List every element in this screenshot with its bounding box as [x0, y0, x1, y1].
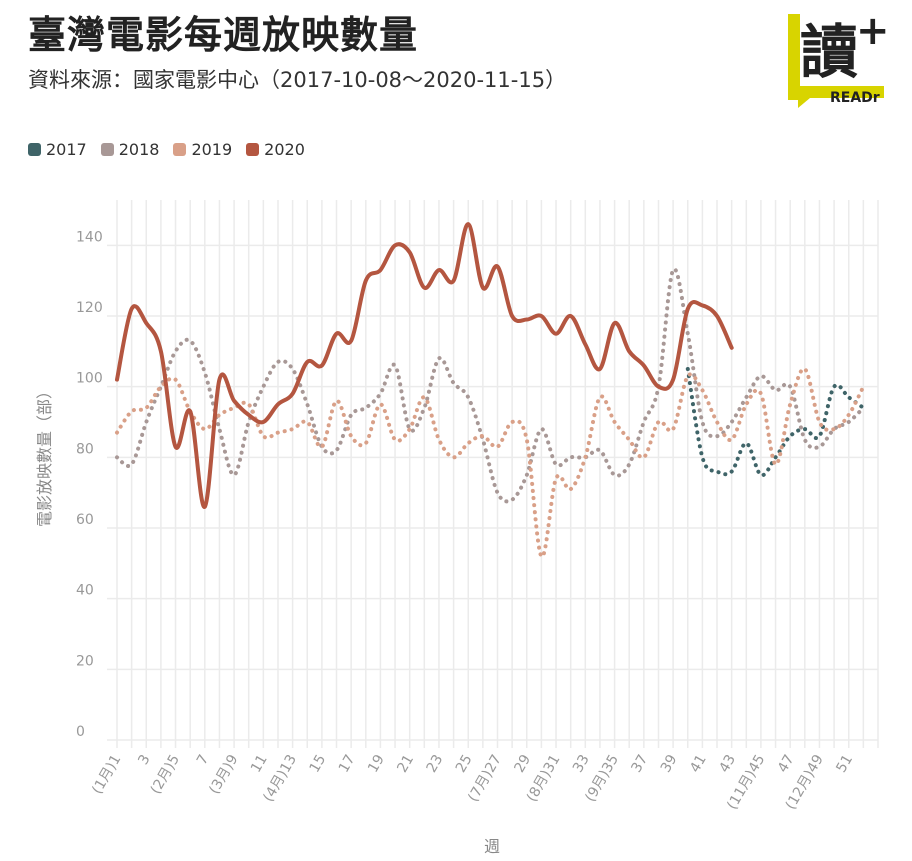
legend-label: 2017 — [46, 140, 87, 159]
x-tick-label: 25 — [453, 752, 476, 775]
chart-series — [115, 222, 866, 559]
logo-speech-bubble-icon — [788, 14, 884, 108]
legend-swatch — [173, 143, 187, 156]
x-tick-label: 29 — [511, 752, 534, 775]
legend-swatch — [28, 143, 41, 156]
x-tick-label: (2月)5 — [148, 752, 183, 797]
x-tick-label: (1月)1 — [89, 752, 124, 797]
legend-label: 2020 — [264, 140, 305, 159]
legend-swatch — [246, 143, 260, 156]
chart-title: 臺灣電影每週放映數量 — [28, 13, 419, 57]
y-tick-label: 40 — [76, 583, 94, 599]
series-line-2019 — [115, 366, 866, 559]
x-tick-label: 3 — [135, 752, 153, 768]
series-line-2017 — [685, 367, 866, 478]
logo-plus: + — [856, 10, 888, 54]
y-tick-label: 140 — [76, 229, 103, 245]
x-tick-label: (3月)9 — [206, 752, 241, 797]
readr-logo[interactable]: 讀 + READr — [784, 10, 888, 108]
y-tick-label: 100 — [76, 371, 103, 387]
x-tick-label: 15 — [307, 752, 330, 775]
legend-item-2017[interactable]: 2017 — [28, 140, 87, 159]
x-axis-title: 週 — [484, 837, 500, 856]
legend-label: 2018 — [118, 140, 160, 159]
x-tick-label: 17 — [336, 752, 359, 775]
y-tick-label: 120 — [76, 300, 103, 316]
y-tick-label: 20 — [76, 653, 94, 669]
x-tick-label: 33 — [570, 752, 593, 775]
chart-subtitle: 資料來源：國家電影中心（2017-10-08～2020-11-15） — [28, 68, 567, 92]
y-axis-title: 電影放映數量（部） — [35, 383, 54, 527]
x-tick-label: 11 — [248, 752, 271, 775]
y-tick-label: 0 — [76, 724, 85, 740]
legend-label: 2019 — [191, 140, 233, 159]
legend-swatch — [100, 143, 114, 156]
logo-brand: READr — [830, 90, 880, 106]
x-tick-label: 51 — [833, 752, 856, 775]
chart-grid — [107, 200, 879, 748]
chart-legend: 2017 2018 2019 2020 — [28, 140, 305, 159]
x-tick-label: 47 — [775, 752, 798, 775]
legend-item-2019[interactable]: 2019 — [173, 140, 232, 159]
logo-character: 讀 — [800, 18, 858, 86]
legend-item-2020[interactable]: 2020 — [246, 140, 305, 159]
x-tick-label: 23 — [424, 752, 447, 775]
x-tick-label: 19 — [365, 752, 388, 775]
series-line-2018 — [115, 267, 866, 504]
series-line-2020 — [115, 222, 734, 509]
y-tick-label: 60 — [76, 512, 94, 528]
x-tick-label: 41 — [687, 752, 710, 775]
x-axis-ticks: (1月)1 3(2月)5 7(3月)9 11(4月)13 15 17 19 21 23 25(7月… — [89, 752, 856, 812]
x-tick-label: 7 — [194, 752, 212, 768]
y-axis-ticks: 0 20 40 60 80 100 120 140 — [76, 229, 103, 740]
x-tick-label: 43 — [716, 752, 739, 775]
x-tick-label: 39 — [658, 752, 681, 775]
x-tick-label: 21 — [394, 752, 417, 775]
legend-item-2018[interactable]: 2018 — [100, 140, 160, 159]
x-tick-label: 37 — [629, 752, 652, 775]
y-tick-label: 80 — [76, 441, 94, 457]
